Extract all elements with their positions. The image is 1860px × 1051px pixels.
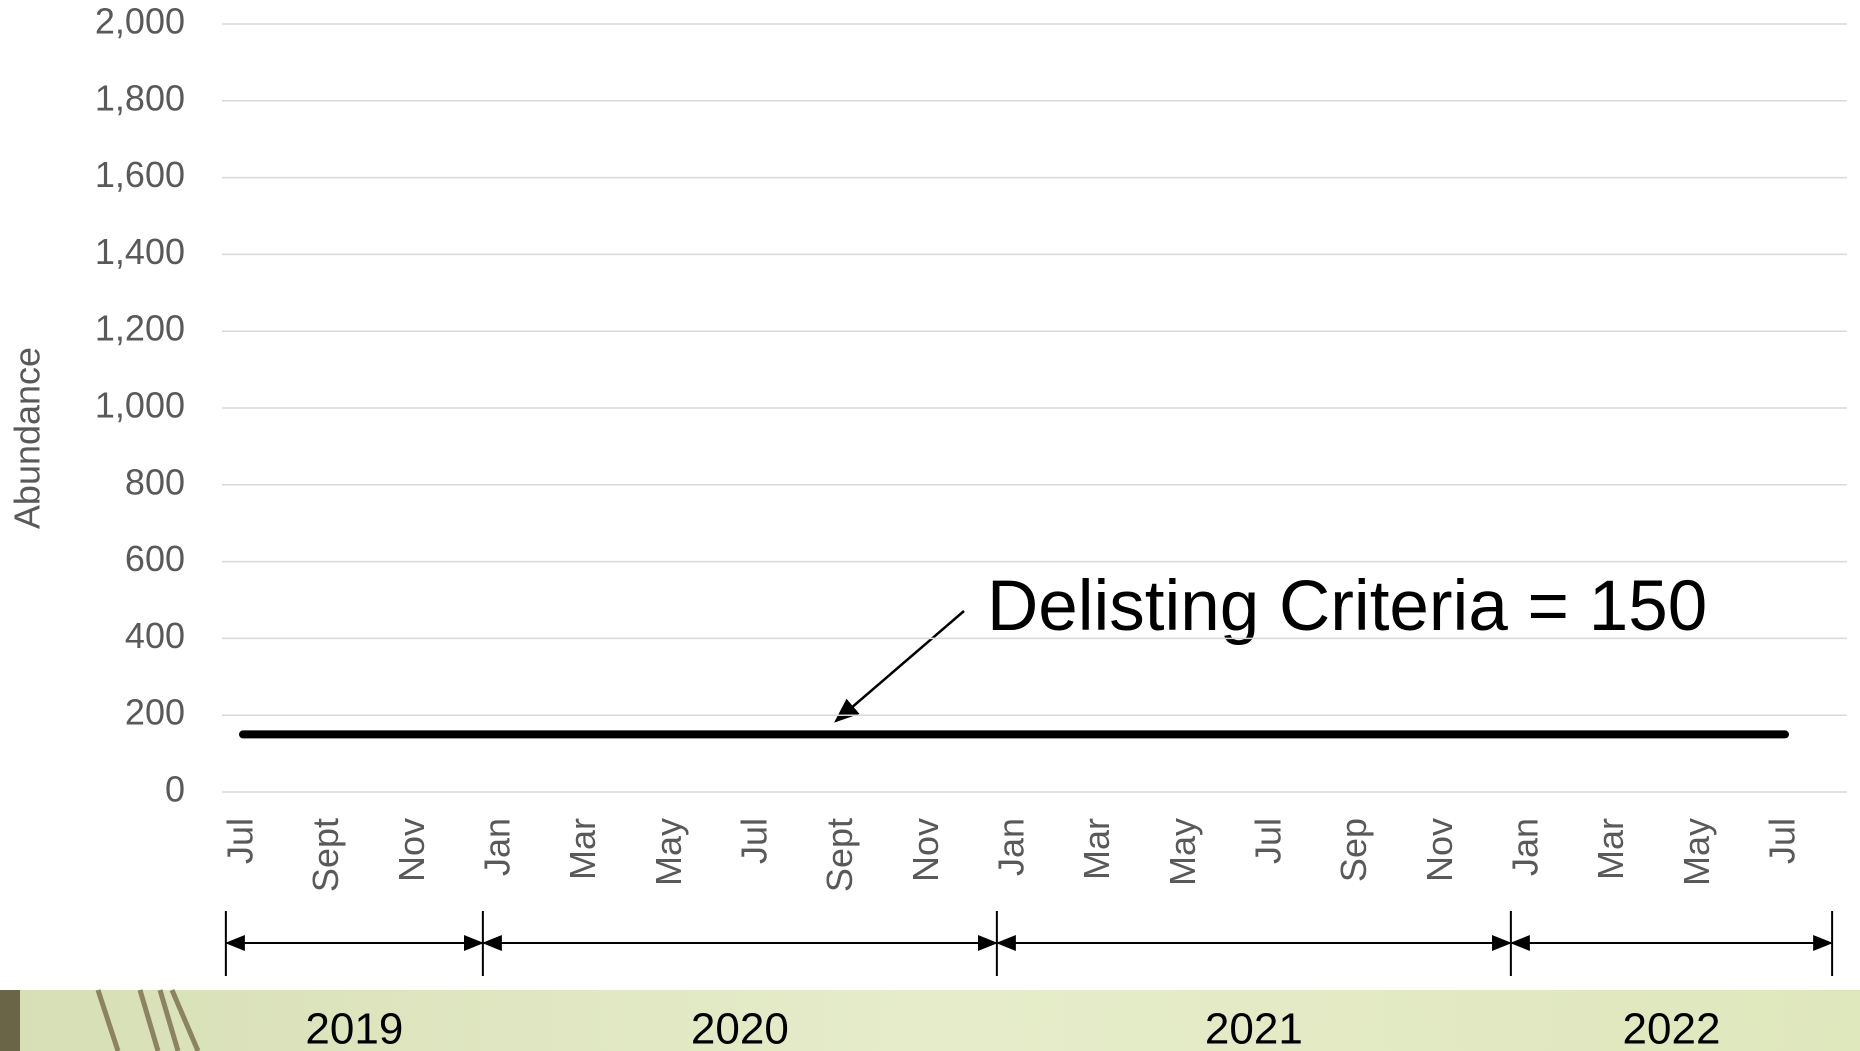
x-tick-label: Jan (991, 818, 1032, 876)
y-tick-label: 1,400 (95, 231, 185, 272)
y-tick-label: 1,000 (95, 385, 185, 426)
x-tick-label: Jul (220, 818, 261, 864)
y-tick-label: 1,800 (95, 77, 185, 118)
year-label: 2019 (305, 1005, 403, 1051)
x-tick-label: Mar (1590, 818, 1631, 880)
x-tick-label: May (648, 818, 689, 886)
footer-decoration (95, 989, 201, 1051)
annotation-arrow (834, 610, 965, 723)
x-tick-label: May (1676, 818, 1717, 886)
x-tick-label: Jan (1505, 818, 1546, 876)
year-label: 2020 (691, 1005, 789, 1051)
footer-strip (0, 990, 20, 1051)
year-label: 2021 (1205, 1005, 1303, 1051)
x-tick-label: Sep (1333, 818, 1374, 882)
x-tick-label: Nov (1419, 818, 1460, 882)
y-tick-label: 1,600 (95, 154, 185, 195)
y-tick-label: 0 (165, 769, 185, 810)
x-tick-label: Sept (305, 818, 346, 892)
y-tick-label: 2,000 (95, 1, 185, 42)
y-tick-label: 200 (125, 692, 185, 733)
x-tick-label: Nov (391, 818, 432, 882)
y-tick-label: 400 (125, 615, 185, 656)
x-tick-label: Nov (905, 818, 946, 882)
annotation: Delisting Criteria = 150 (987, 567, 1707, 646)
y-tick-label: 800 (125, 461, 185, 502)
y-axis-label: Abundance (7, 347, 48, 529)
x-tick-label: Jul (734, 818, 775, 864)
y-tick-label: 1,200 (95, 308, 185, 349)
x-tick-label: Jul (1762, 818, 1803, 864)
x-tick-label: May (1162, 818, 1203, 886)
year-label: 2022 (1623, 1005, 1721, 1051)
x-tick-label: Jan (477, 818, 518, 876)
x-tick-label: Sept (819, 818, 860, 892)
x-tick-label: Mar (562, 818, 603, 880)
y-tick-label: 600 (125, 538, 185, 579)
x-tick-label: Jul (1248, 818, 1289, 864)
x-tick-label: Mar (1076, 818, 1117, 880)
footer-band (0, 990, 1860, 1051)
